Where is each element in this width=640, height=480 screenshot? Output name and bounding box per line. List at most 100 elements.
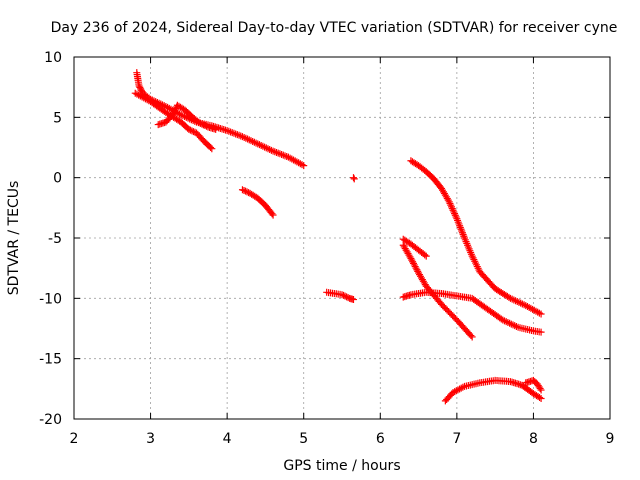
grid-layer (74, 57, 610, 419)
series-arc-2 (154, 101, 220, 133)
data-point (502, 318, 510, 326)
data-point (274, 149, 282, 157)
data-point (449, 388, 457, 396)
data-point (451, 210, 459, 218)
data-point (452, 213, 460, 221)
data-point (242, 187, 250, 195)
data-point (341, 292, 349, 300)
data-point (281, 152, 289, 160)
data-point (536, 394, 544, 402)
x-tick-label: 8 (529, 431, 538, 447)
x-tick-label: 2 (70, 431, 79, 447)
data-point (262, 144, 270, 152)
data-point (227, 128, 235, 136)
data-point (537, 328, 545, 336)
data-point (245, 189, 253, 197)
data-point (444, 196, 452, 204)
data-point (181, 113, 189, 121)
data-point (509, 321, 517, 329)
data-point (447, 203, 455, 211)
data-point (408, 256, 416, 264)
y-tick-label: 10 (44, 50, 62, 66)
data-point (451, 211, 459, 219)
data-point (445, 198, 453, 206)
data-point (272, 148, 280, 156)
data-point (278, 150, 286, 158)
data-point (467, 332, 475, 340)
y-tick-label: 5 (53, 110, 62, 126)
data-point (202, 122, 210, 130)
data-point (451, 388, 459, 396)
series-arc-6 (349, 174, 358, 183)
data-point (244, 135, 252, 143)
data-point (343, 293, 351, 301)
data-point (208, 145, 216, 153)
data-point (186, 126, 194, 134)
series-arc-8 (399, 288, 545, 336)
data-point (245, 136, 253, 144)
data-point (240, 186, 248, 194)
data-point (456, 385, 464, 393)
series-arc-3 (131, 89, 216, 153)
data-point (212, 125, 220, 133)
data-point (188, 127, 196, 135)
data-point (447, 201, 455, 209)
data-point (510, 296, 518, 304)
data-point (537, 310, 545, 318)
data-point (196, 119, 204, 127)
data-point (250, 138, 258, 146)
data-point (536, 385, 544, 393)
data-point (507, 320, 515, 328)
data-point (300, 162, 308, 170)
data-point (177, 111, 185, 119)
series-arc-11 (441, 376, 545, 405)
series-arc-4 (238, 186, 277, 219)
data-point (454, 386, 462, 394)
data-point (232, 130, 240, 138)
data-point (535, 309, 543, 317)
data-point (198, 120, 206, 128)
data-point (409, 259, 417, 267)
data-point (252, 139, 260, 147)
data-point (279, 151, 287, 159)
data-point (238, 133, 246, 141)
data-point (247, 137, 255, 145)
y-tick-label: 0 (53, 171, 62, 187)
data-point (457, 384, 465, 392)
data-point (412, 264, 420, 272)
data-point (207, 144, 215, 151)
data-point (338, 291, 346, 299)
series-arc-9 (399, 235, 430, 260)
y-tick-label: -20 (39, 412, 62, 428)
data-point (268, 210, 276, 218)
x-axis-label: GPS time / hours (283, 458, 400, 474)
data-point (340, 291, 348, 299)
data-point (448, 205, 456, 213)
data-point (450, 208, 458, 216)
data-point (238, 186, 246, 194)
data-point (517, 299, 525, 307)
y-tick-label: -15 (39, 352, 62, 368)
data-point (243, 188, 251, 196)
data-point (261, 143, 269, 151)
data-point (255, 141, 263, 149)
data-point (349, 296, 357, 304)
data-point (189, 128, 197, 136)
data-point (506, 294, 514, 302)
data-point (225, 127, 233, 135)
data-point (513, 298, 521, 306)
chart-title: Day 236 of 2024, Sidereal Day-to-day VTE… (51, 20, 618, 36)
data-point (511, 322, 519, 330)
data-point (269, 211, 277, 219)
series-arc-1 (133, 69, 308, 170)
data-point (407, 255, 415, 263)
data-point (276, 150, 284, 158)
y-tick-label: -10 (39, 291, 62, 307)
data-point (182, 113, 190, 121)
data-point (257, 141, 265, 149)
data-point (179, 112, 187, 120)
data-point (223, 127, 231, 135)
data-point (512, 297, 520, 305)
